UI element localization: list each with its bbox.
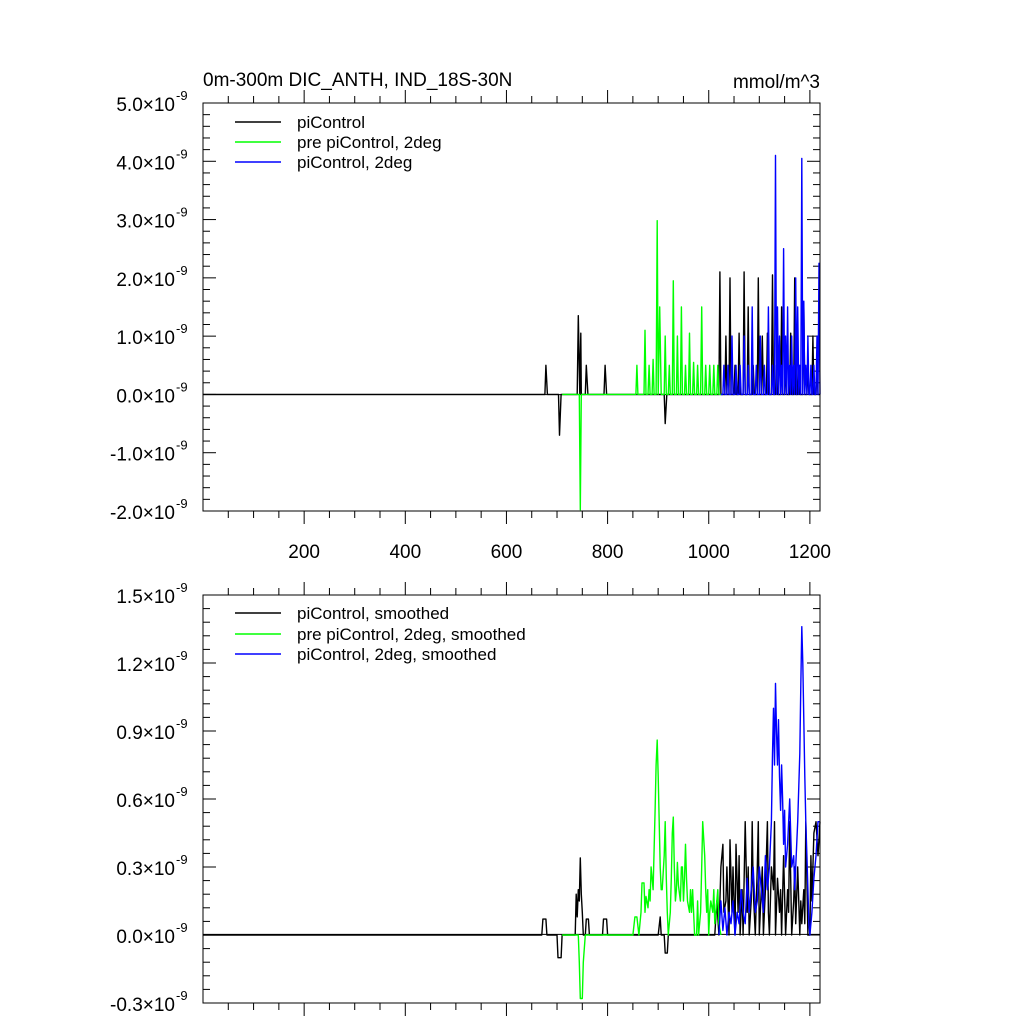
legend-label-pre-picontrol-smoothed: pre piControl, 2deg, smoothed xyxy=(297,625,526,644)
chart-title: 0m-300m DIC_ANTH, IND_18S-30N xyxy=(203,70,512,91)
legend-label-picontrol-2deg: piControl, 2deg xyxy=(297,153,412,172)
top-y-tick-exponent: -9 xyxy=(176,321,188,336)
top-x-tick-label: 400 xyxy=(389,542,421,563)
top-x-tick-label: 800 xyxy=(592,542,624,563)
bottom-series-group xyxy=(203,626,821,1000)
top-panel: 0m-300m DIC_ANTH, IND_18S-30N mmol/m^3 -… xyxy=(110,70,831,563)
bot-y-tick-exponent: -9 xyxy=(176,648,188,663)
bottom-panel: -0.3×10 -90.0×10 -90.3×10 -90.6×10 -90.9×10-… xyxy=(110,580,821,1016)
legend-label-picontrol: piControl xyxy=(297,113,365,132)
top-y-tick-exponent: -9 xyxy=(176,146,188,161)
bot-series-line-picontrol-smoothed xyxy=(203,821,821,959)
top-legend: piControl pre piControl, 2deg piControl,… xyxy=(235,113,442,172)
bot-y-tick-exponent: -9 xyxy=(176,988,188,1003)
bot-y-tick-label: 1.2×10 xyxy=(116,655,175,676)
bot-y-tick-label: 0.9×10 xyxy=(116,723,175,744)
bottom-y-tick-labels: -0.3×10 -90.0×10 -90.3×10 -90.6×10 -90.9×10-… xyxy=(110,580,188,1016)
bot-y-tick-exponent: -9 xyxy=(176,920,188,935)
top-y-tick-label: 4.0×10 xyxy=(116,153,175,174)
top-y-tick-label: 5.0×10 xyxy=(116,95,175,116)
top-series-line-picontrol xyxy=(203,271,820,436)
top-y-tick-exponent: -9 xyxy=(176,496,188,511)
top-y-tick-label: 3.0×10 xyxy=(116,212,175,233)
top-series-group xyxy=(203,154,821,511)
top-y-tick-exponent: -9 xyxy=(176,263,188,278)
bot-y-tick-exponent: -9 xyxy=(176,580,188,595)
bot-y-tick-exponent: -9 xyxy=(176,716,188,731)
top-y-tick-label: 2.0×10 xyxy=(116,270,175,291)
top-x-tick-label: 600 xyxy=(491,542,523,563)
legend-label-picontrol-smoothed: piControl, smoothed xyxy=(297,604,449,623)
top-y-tick-labels: -2.0×10 -9-1.0×10 -90.0×10 -91.0×10 -92.0×10… xyxy=(110,88,188,524)
units-label: mmol/m^3 xyxy=(733,72,820,93)
top-y-tick-exponent: -9 xyxy=(176,88,188,103)
bot-y-tick-label: 0.0×10 xyxy=(116,927,175,948)
top-x-tick-label: 200 xyxy=(288,542,320,563)
bot-series-line-pre-picontrol-2deg-smoothed xyxy=(562,739,722,1000)
top-axis-ticks xyxy=(203,90,820,524)
top-y-tick-exponent: -9 xyxy=(176,379,188,394)
top-x-tick-label: 1200 xyxy=(789,542,831,563)
bot-y-tick-label: -0.3×10 xyxy=(110,995,175,1016)
top-y-tick-label: -1.0×10 xyxy=(110,445,175,466)
bottom-legend: piControl, smoothed pre piControl, 2deg,… xyxy=(235,604,526,664)
legend-label-pre-picontrol: pre piControl, 2deg xyxy=(297,133,442,152)
bot-series-line-picontrol-2deg-smoothed xyxy=(718,626,820,936)
top-x-tick-labels: 200 400 600 800 1000 1200 xyxy=(288,542,831,563)
top-y-tick-exponent: -9 xyxy=(176,438,188,453)
bot-y-tick-exponent: -9 xyxy=(176,852,188,867)
bot-y-tick-label: 0.6×10 xyxy=(116,791,175,812)
bottom-axis-ticks xyxy=(203,582,820,1016)
bottom-plot-frame xyxy=(202,594,821,1004)
top-series-line-picontrol-2deg xyxy=(720,154,821,396)
legend-label-picontrol-2deg-smoothed: piControl, 2deg, smoothed xyxy=(297,645,496,664)
top-y-tick-label: 0.0×10 xyxy=(116,386,175,407)
bot-y-tick-exponent: -9 xyxy=(176,784,188,799)
top-y-tick-label: 1.0×10 xyxy=(116,328,175,349)
top-plot-frame xyxy=(202,102,821,512)
bot-y-tick-label: 1.5×10 xyxy=(116,587,175,608)
top-x-tick-label: 1000 xyxy=(688,542,730,563)
top-series-line-pre-picontrol-2deg xyxy=(562,219,721,511)
bot-y-tick-label: 0.3×10 xyxy=(116,859,175,880)
top-y-tick-label: -2.0×10 xyxy=(110,503,175,524)
top-y-tick-exponent: -9 xyxy=(176,205,188,220)
